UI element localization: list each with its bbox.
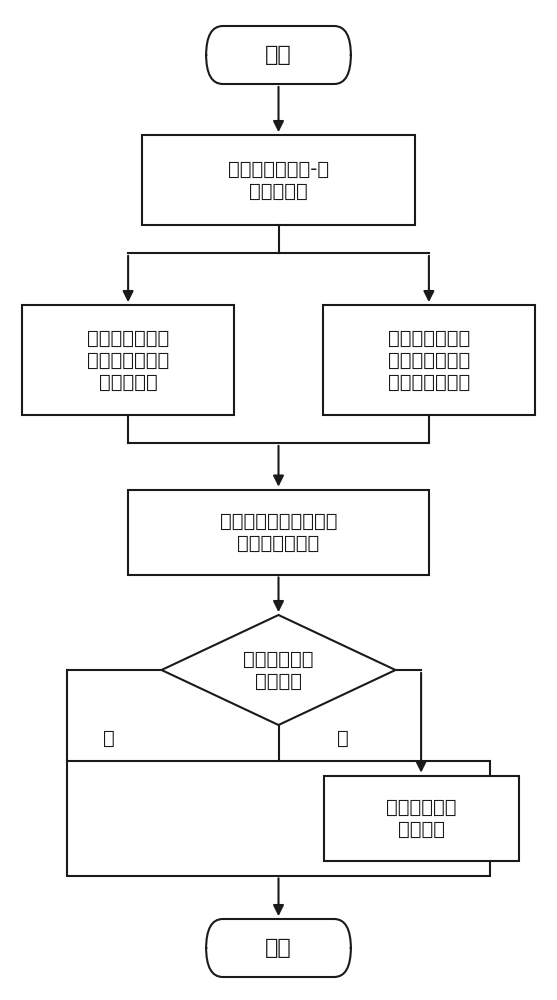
Text: 基于扩张状态观
测器的气体回路
滑模控制器设计: 基于扩张状态观 测器的气体回路 滑模控制器设计 bbox=[388, 328, 470, 391]
Bar bbox=[128, 489, 429, 574]
Text: 基于李雅普诺夫
函数的转速回路
控制器设计: 基于李雅普诺夫 函数的转速回路 控制器设计 bbox=[87, 328, 169, 391]
Bar bbox=[324, 776, 519, 860]
Text: 柴油发动机气体-转
速回路建模: 柴油发动机气体-转 速回路建模 bbox=[228, 159, 329, 200]
Bar bbox=[323, 305, 535, 415]
Text: 判断是否满足
控制目标: 判断是否满足 控制目标 bbox=[243, 650, 314, 690]
Text: 开始: 开始 bbox=[265, 45, 292, 65]
Text: 是: 是 bbox=[102, 728, 115, 748]
Text: 结束: 结束 bbox=[265, 938, 292, 958]
Text: 否: 否 bbox=[337, 728, 349, 748]
Polygon shape bbox=[162, 615, 395, 725]
Text: 柴油发动机双环回路控
制系统进行仿真: 柴油发动机双环回路控 制系统进行仿真 bbox=[220, 512, 337, 552]
Bar bbox=[142, 135, 415, 225]
Bar bbox=[67, 760, 490, 876]
FancyBboxPatch shape bbox=[206, 26, 351, 84]
Bar bbox=[22, 305, 234, 415]
Text: 对控制器参数
进行整定: 对控制器参数 进行整定 bbox=[386, 798, 456, 838]
FancyBboxPatch shape bbox=[206, 919, 351, 977]
